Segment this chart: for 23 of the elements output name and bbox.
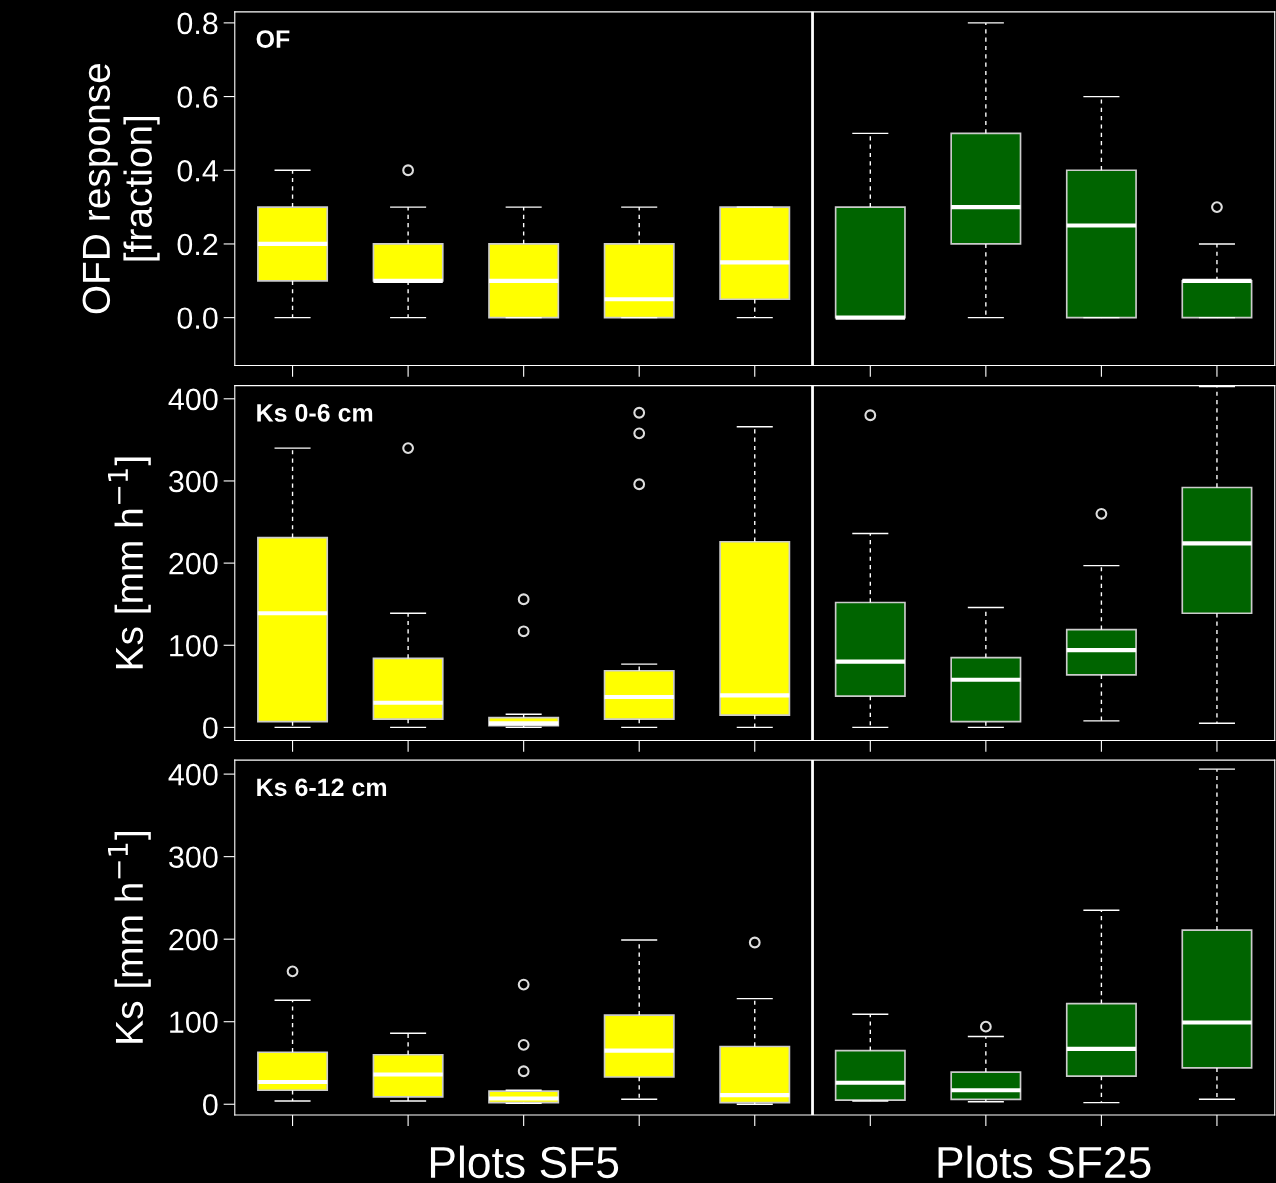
y-tick-label: 0: [203, 717, 218, 739]
annotation: OF: [256, 30, 290, 48]
text: Plots SF25: [938, 1145, 1151, 1179]
y-axis-title: OFD response [fraction]: [82, 63, 160, 314]
y-tick-label: 300: [169, 470, 218, 493]
y-tick-label: 0.4: [177, 160, 218, 182]
y-tick-label: 400: [168, 388, 218, 411]
annotation: Ks 0-6 cm: [257, 404, 373, 422]
annotation: Ks 6-12 cm: [257, 778, 387, 797]
y-tick-label: 200: [169, 928, 218, 951]
y-tick-label: 0: [203, 1093, 218, 1116]
y-tick-label: 0.0: [177, 307, 218, 330]
y-tick-label: 100: [170, 635, 218, 657]
y-axis-title: Ks [mm h$^{−1}$]: [108, 457, 151, 669]
y-tick-label: 0.8: [177, 12, 218, 35]
y-tick-label: 0.2: [177, 233, 218, 256]
y-tick-label: 200: [169, 552, 218, 575]
y-tick-label: 300: [169, 846, 218, 869]
y-tick-label: 400: [168, 763, 218, 786]
y-tick-label: 0.6: [177, 86, 218, 108]
y-tick-label: 100: [170, 1011, 218, 1034]
text: Plots SF5: [430, 1145, 619, 1179]
y-axis-title: Ks [mm h$^{−1}$]: [108, 832, 151, 1043]
